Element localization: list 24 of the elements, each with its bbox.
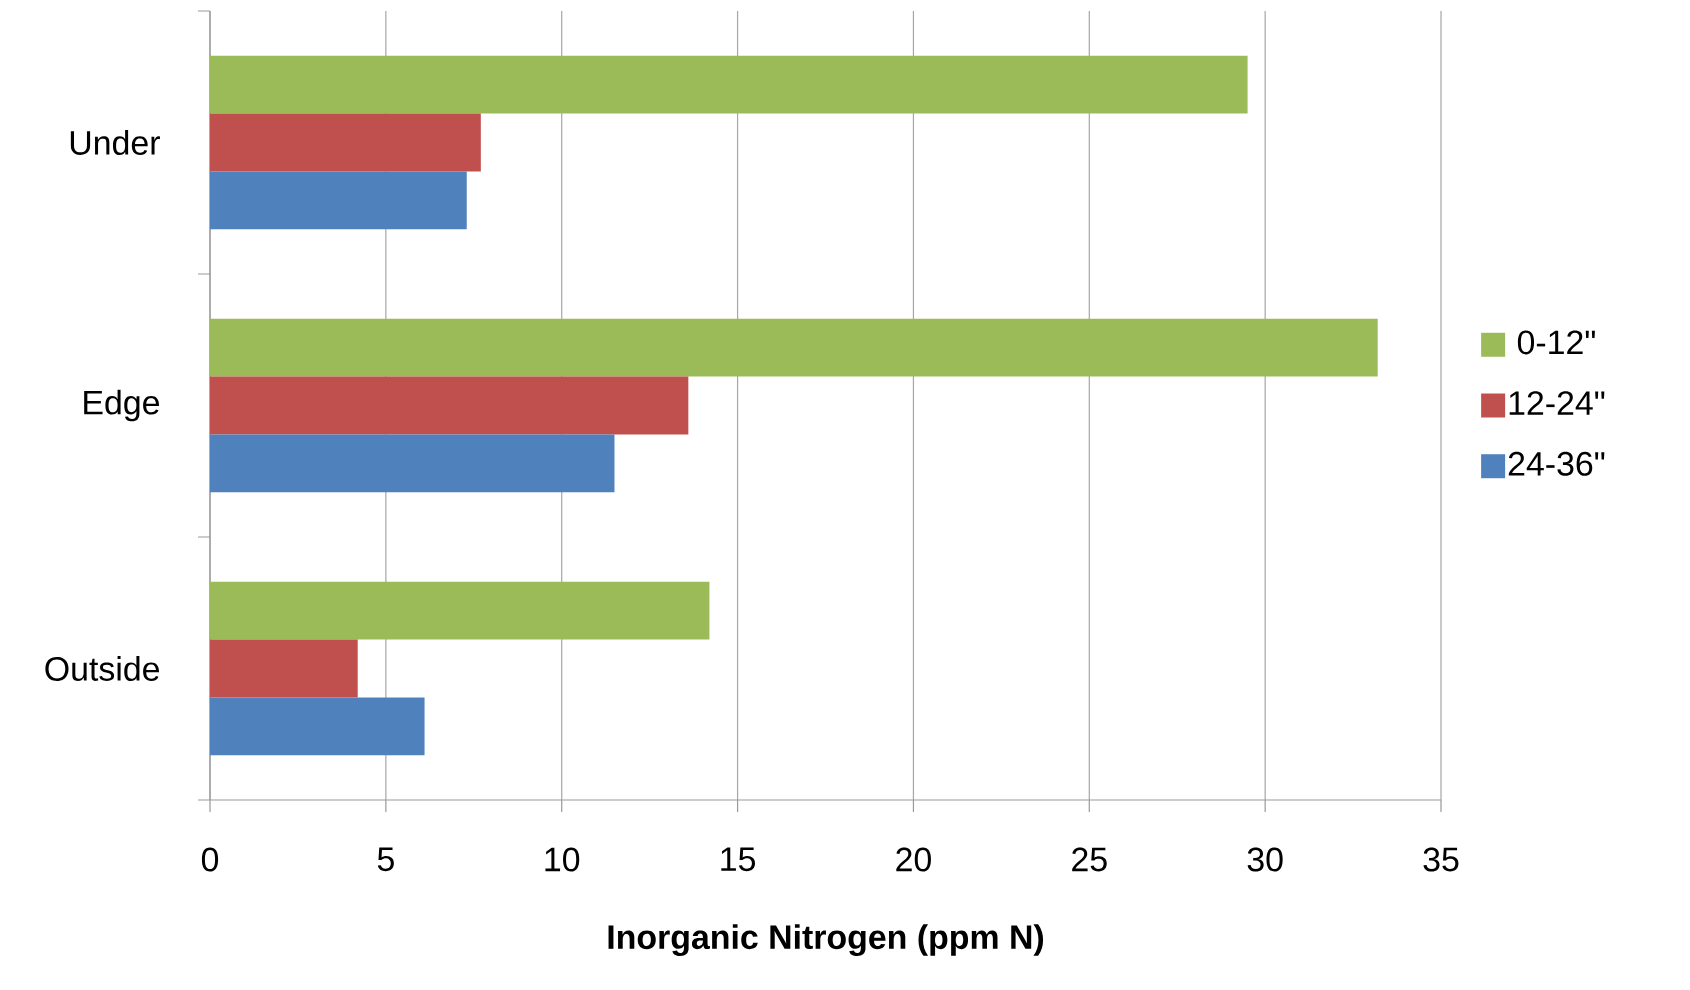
legend-label: 24-36" <box>1508 451 1605 476</box>
bar <box>210 581 710 640</box>
x-tick-label: 10 <box>545 847 580 872</box>
y-tick-label: Under <box>70 130 160 155</box>
bar <box>210 697 425 756</box>
legend-label: 12-24" <box>1509 391 1605 415</box>
bar <box>210 434 615 493</box>
y-tick-label: Edge <box>84 389 159 422</box>
bar <box>210 113 481 172</box>
y-tick-label: Outside <box>45 656 159 681</box>
bar <box>210 171 467 230</box>
legend-label: 0-12" <box>1517 330 1595 355</box>
x-tick-label: 30 <box>1247 847 1283 872</box>
x-tick-label: 0 <box>201 847 219 872</box>
x-tick-label: 5 <box>377 847 394 872</box>
x-tick-label: 20 <box>896 847 931 872</box>
bar <box>210 376 689 435</box>
x-tick-label: 15 <box>721 847 755 872</box>
x-axis-title: Inorganic Nitrogen (ppm N) <box>608 924 1044 956</box>
bar <box>210 318 1378 377</box>
x-tick-label: 35 <box>1423 847 1459 872</box>
bar <box>210 55 1248 114</box>
bar <box>210 639 358 698</box>
x-tick-label: 25 <box>1072 847 1107 872</box>
